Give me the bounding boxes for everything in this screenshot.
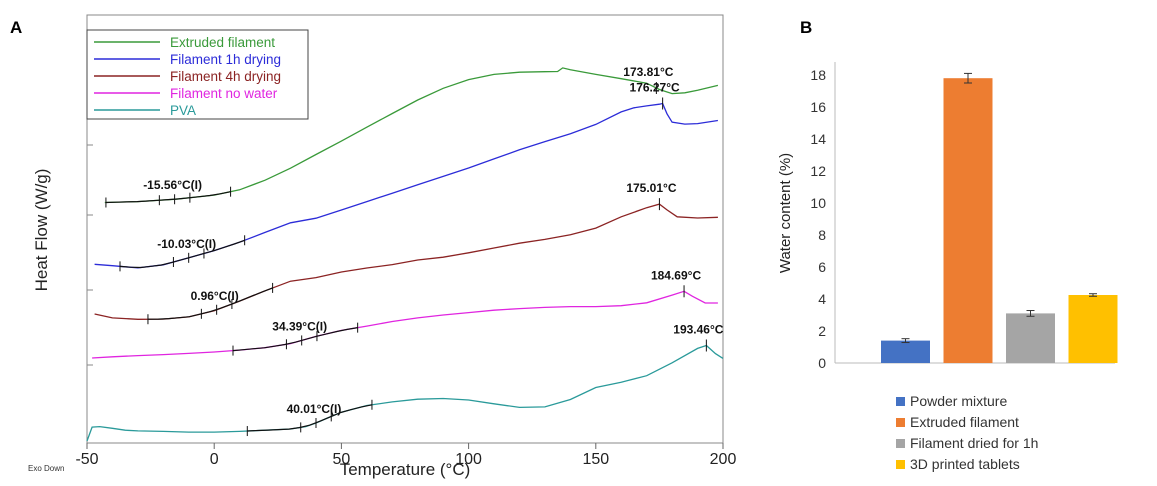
panel-a-annotations: -15.56°C(I) 173.81°C -10.03°C(I) 176.27°C 0.… <box>105 65 724 437</box>
legend-label: Filament no water <box>170 86 278 101</box>
x-tick-label: 50 <box>333 451 351 468</box>
panel-a-series-lines <box>86 67 724 442</box>
tg-overlay-1 <box>119 239 245 269</box>
panel-a-x-axis: -50 0 50 100 150 200 <box>75 443 736 468</box>
series-line-4 <box>86 344 724 442</box>
bar-1 <box>943 78 993 363</box>
x-tick-label: 100 <box>455 451 482 468</box>
legend-swatch <box>896 439 905 448</box>
y-tick-label: 18 <box>810 67 826 83</box>
exo-down-label: Exo Down <box>28 464 64 473</box>
panel-b-y-axis-title: Water content (%) <box>777 153 794 273</box>
tg-annotation-label: 0.96°C(I) <box>191 289 239 303</box>
panel-a-letter: A <box>10 18 22 37</box>
legend-swatch <box>896 460 905 469</box>
panel-b-y-ticks: 0 2 4 6 8 10 12 14 16 18 <box>810 67 826 371</box>
legend-label: Powder mixture <box>910 393 1007 409</box>
x-tick-label: -50 <box>75 451 98 468</box>
legend-label: Filament 4h drying <box>170 69 281 84</box>
y-tick-label: 10 <box>810 195 826 211</box>
legend-label: Extruded filament <box>910 414 1019 430</box>
y-tick-label: 6 <box>818 259 826 275</box>
legend-label: PVA <box>170 103 196 118</box>
y-tick-label: 4 <box>818 291 826 307</box>
peak-annotation-label: 175.01°C <box>626 181 677 195</box>
y-tick-label: 0 <box>818 355 826 371</box>
legend-box <box>86 29 309 120</box>
panel-a-plot-frame <box>86 14 724 444</box>
series-line-0 <box>104 67 719 204</box>
tg-annotation-label: -15.56°C(I) <box>143 178 202 192</box>
tg-overlay-0 <box>105 191 231 204</box>
series-line-3 <box>92 290 718 359</box>
panel-a: A -50 0 50 100 150 200 -15.56°C(I) 173.81°C -10… <box>10 14 736 479</box>
legend-label: Filament 1h drying <box>170 52 281 67</box>
panel-b-letter: B <box>800 18 812 37</box>
legend-swatch <box>896 397 905 406</box>
tg-overlay-2 <box>147 287 273 320</box>
panel-b: B 0 2 4 6 8 10 12 14 16 18 Powder mixture Extruded… <box>777 18 1118 472</box>
y-tick-label: 12 <box>810 163 826 179</box>
y-tick-label: 8 <box>818 227 826 243</box>
legend-swatch <box>896 418 905 427</box>
tg-overlay-4 <box>247 404 373 432</box>
panel-a-y-axis-title: Heat Flow (W/g) <box>32 169 51 292</box>
panel-b-legend: Powder mixture Extruded filament Filament … <box>896 393 1038 472</box>
x-tick-label: 150 <box>582 451 609 468</box>
tg-annotation-label: -10.03°C(I) <box>157 237 216 251</box>
legend-label: Extruded filament <box>170 35 275 50</box>
bar-0 <box>881 340 930 363</box>
bar-3 <box>1068 295 1118 363</box>
bar-2 <box>1006 313 1055 363</box>
peak-annotation-label: 173.81°C <box>623 65 674 79</box>
panel-a-x-axis-title: Temperature (°C) <box>340 460 471 479</box>
y-tick-label: 2 <box>818 323 826 339</box>
tg-annotation-label: 34.39°C(I) <box>272 319 327 333</box>
peak-annotation-label: 176.27°C <box>630 80 681 94</box>
series-line-2 <box>94 203 718 320</box>
x-tick-label: 0 <box>210 451 219 468</box>
panel-a-legend: Extruded filament Filament 1h drying Filam… <box>86 29 309 120</box>
tg-annotation-label: 40.01°C(I) <box>287 402 342 416</box>
peak-annotation-label: 193.46°C <box>673 322 724 336</box>
legend-label: 3D printed tablets <box>910 456 1020 472</box>
y-tick-label: 16 <box>810 99 826 115</box>
legend-label: Filament dried for 1h <box>910 435 1038 451</box>
y-tick-label: 14 <box>810 131 826 147</box>
panel-b-bars <box>881 72 1118 363</box>
peak-annotation-label: 184.69°C <box>651 268 702 282</box>
tg-overlay-3 <box>232 327 358 352</box>
x-tick-label: 200 <box>710 451 737 468</box>
